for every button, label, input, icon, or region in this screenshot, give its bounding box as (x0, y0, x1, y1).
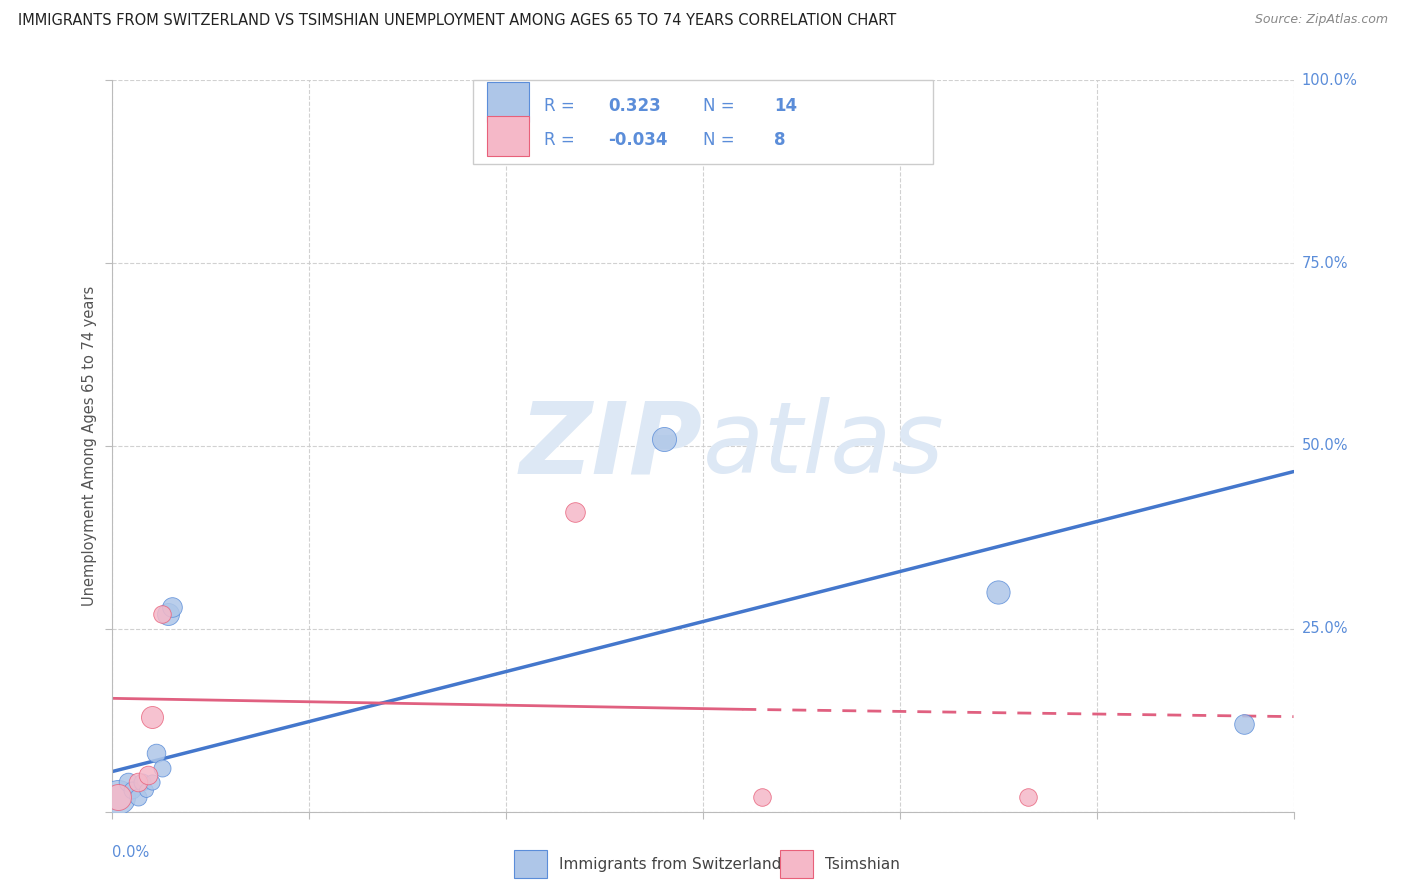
Point (131, 775, 153, 789)
Text: 0.323: 0.323 (609, 97, 661, 115)
Text: R =: R = (544, 97, 579, 115)
Text: -0.034: -0.034 (609, 131, 668, 149)
Text: IMMIGRANTS FROM SWITZERLAND VS TSIMSHIAN UNEMPLOYMENT AMONG AGES 65 TO 74 YEARS : IMMIGRANTS FROM SWITZERLAND VS TSIMSHIAN… (18, 13, 897, 29)
Point (564, 505, 586, 519)
Point (987, 585, 1010, 599)
Point (150, 761, 173, 775)
Point (121, 782, 143, 797)
Bar (515, 850, 547, 879)
Point (160, 599, 183, 614)
Text: Immigrants from Switzerland: Immigrants from Switzerland (560, 857, 782, 871)
Text: 75.0%: 75.0% (1302, 256, 1348, 270)
Point (145, 746, 167, 760)
Text: Source: ZipAtlas.com: Source: ZipAtlas.com (1254, 13, 1388, 27)
Point (136, 768, 159, 782)
FancyBboxPatch shape (472, 80, 934, 164)
Text: 100.0%: 100.0% (1302, 73, 1358, 87)
Point (135, 782, 157, 797)
Text: 50.0%: 50.0% (1302, 439, 1348, 453)
Y-axis label: Unemployment Among Ages 65 to 74 years: Unemployment Among Ages 65 to 74 years (82, 285, 97, 607)
Text: 0.0%: 0.0% (112, 845, 149, 860)
Bar (780, 850, 813, 879)
Point (127, 775, 149, 789)
Point (150, 607, 173, 622)
Text: 14: 14 (773, 97, 797, 115)
Point (652, 432, 675, 446)
Point (156, 607, 179, 622)
Text: 8: 8 (773, 131, 786, 149)
Point (107, 790, 129, 805)
Text: R =: R = (544, 131, 579, 149)
Text: N =: N = (703, 131, 740, 149)
Text: ZIP: ZIP (520, 398, 703, 494)
Point (141, 709, 163, 723)
Point (107, 790, 129, 805)
Bar (486, 116, 530, 156)
Point (117, 775, 139, 789)
Text: Tsimshian: Tsimshian (825, 857, 900, 871)
Text: 25.0%: 25.0% (1302, 622, 1348, 636)
Bar (486, 82, 530, 122)
Point (1017, 790, 1039, 805)
Point (127, 790, 149, 805)
Text: N =: N = (703, 97, 740, 115)
Text: atlas: atlas (703, 398, 945, 494)
Point (751, 790, 773, 805)
Point (141, 775, 163, 789)
Point (1233, 717, 1256, 731)
